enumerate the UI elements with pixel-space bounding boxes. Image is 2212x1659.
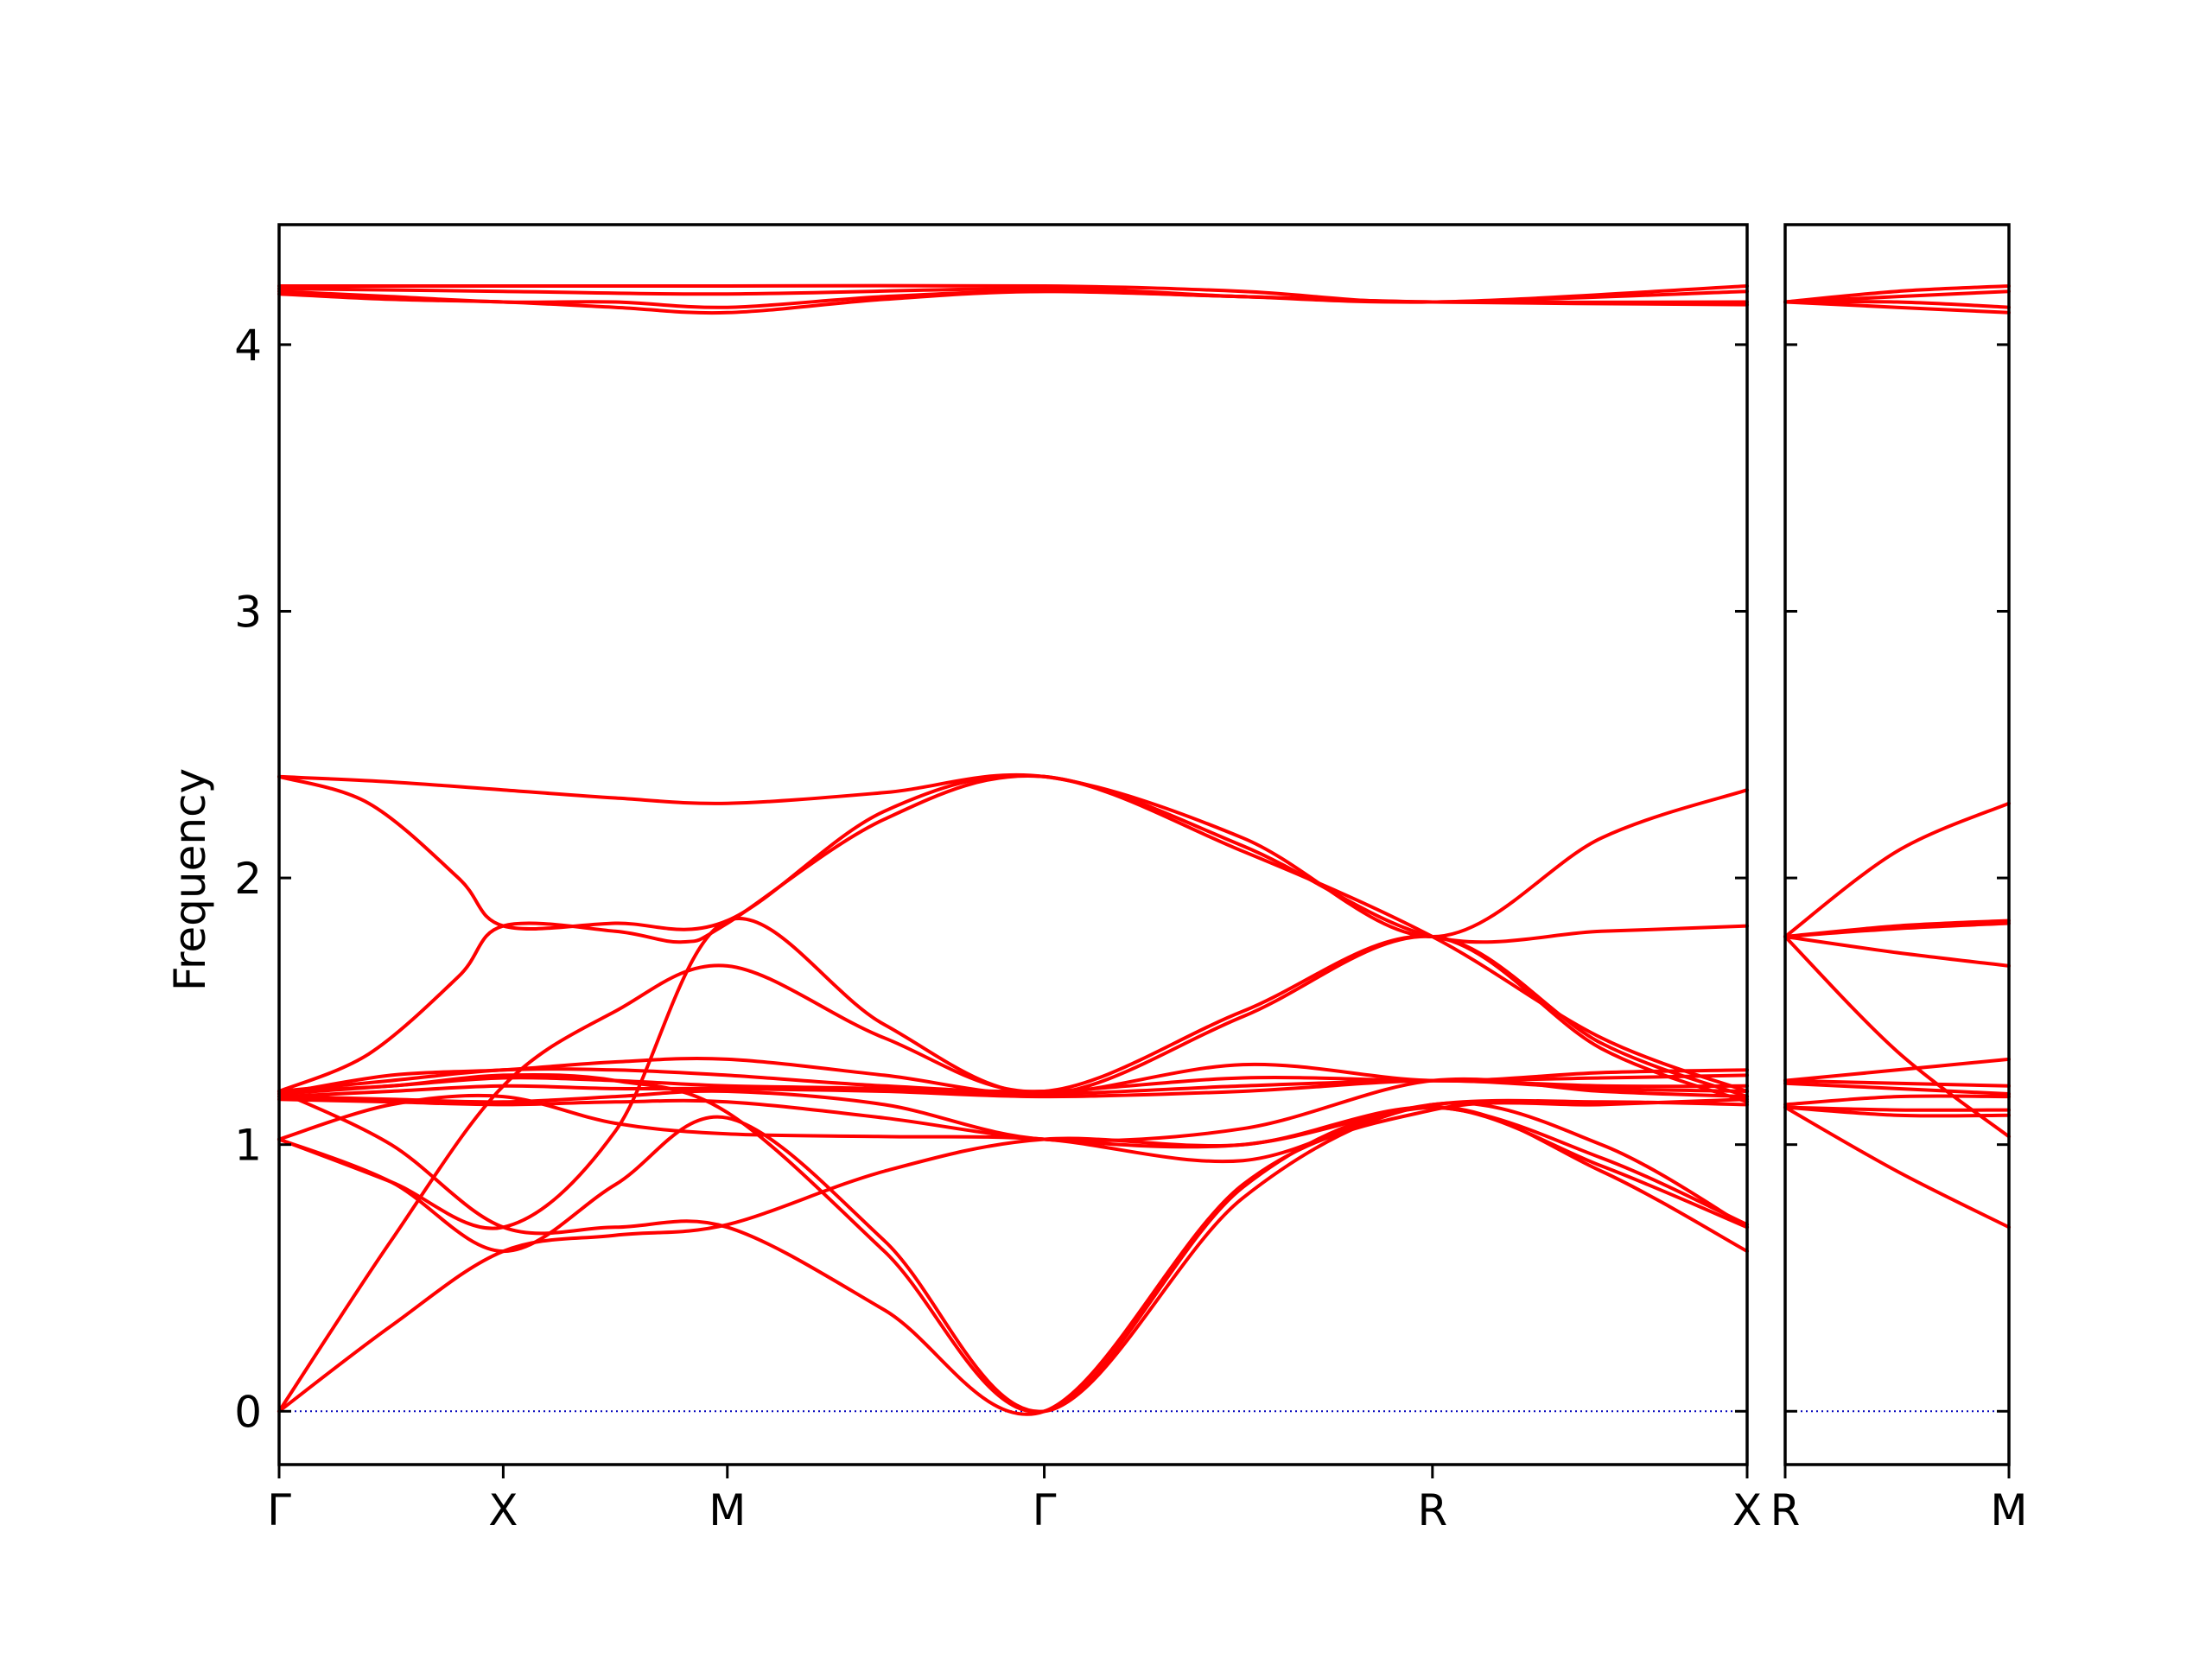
kpoint-label: X <box>1732 1485 1762 1535</box>
kpoint-label: R <box>1770 1485 1801 1535</box>
band-line-main-4 <box>277 289 1749 315</box>
kpoint-label: Γ <box>267 1485 291 1535</box>
band-line-main-8 <box>277 917 1749 1230</box>
band-line-main-7 <box>277 773 1749 1093</box>
band-line-main-17 <box>277 1072 1749 1414</box>
y-tick-label: 4 <box>234 321 262 371</box>
kpoint-label: X <box>488 1485 518 1535</box>
y-tick-label: 3 <box>234 587 262 637</box>
band-line-main-13 <box>277 1078 1749 1099</box>
kpoint-label: Γ <box>1033 1485 1057 1535</box>
kpoint-label: R <box>1417 1485 1447 1535</box>
y-tick-label: 2 <box>234 854 262 904</box>
band-line-main-15 <box>277 1097 1749 1149</box>
band-line-right-16 <box>1783 1105 2011 1230</box>
band-line-right-15 <box>1783 1105 2011 1118</box>
band-line-main-18 <box>277 1105 1749 1414</box>
band-line-main-9 <box>277 934 1749 1414</box>
band-line-right-10 <box>1783 1057 2011 1083</box>
kpoint-label: M <box>1990 1485 2027 1535</box>
band-line-main-6 <box>277 773 1749 944</box>
band-line-main-14 <box>277 1077 1749 1143</box>
y-tick-label: 0 <box>234 1387 262 1437</box>
band-line-right-11 <box>1783 1078 2011 1088</box>
band-line-right-5 <box>1783 801 2011 938</box>
band-line-right-13 <box>1783 1094 2011 1107</box>
kpoint-label: M <box>709 1485 746 1535</box>
band-line-main-19 <box>277 1101 1749 1414</box>
band-line-right-8 <box>1783 935 2011 968</box>
band-line-right-7 <box>1783 921 2011 938</box>
plot-frame-main <box>277 223 1749 1466</box>
y-tick-label: 1 <box>234 1121 262 1171</box>
band-line-main-20 <box>277 1090 1749 1416</box>
band-line-right-12 <box>1783 1081 2011 1096</box>
band-line-main-5 <box>277 772 1749 938</box>
plot-frame-right <box>1783 223 2011 1466</box>
y-axis-label: Frequency <box>165 768 215 991</box>
band-line-right-4 <box>1783 300 2011 315</box>
main-panel: 0 1 2 3 4 Γ X M Γ R X <box>234 223 1762 1535</box>
